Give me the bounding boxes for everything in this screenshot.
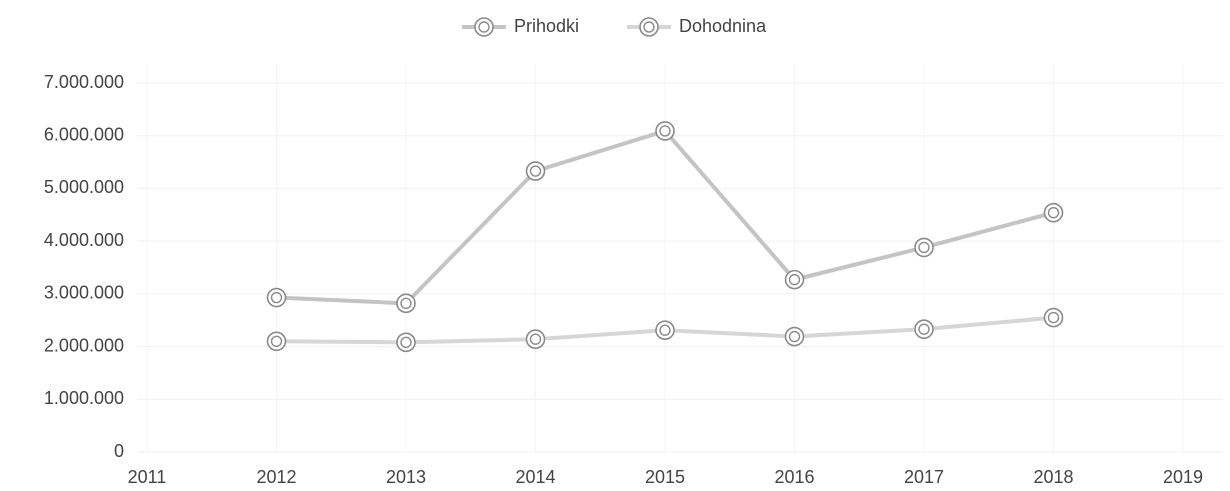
marker-ring — [270, 335, 283, 347]
marker-ring — [788, 273, 801, 286]
marker-ring — [1043, 202, 1064, 223]
x-tick-label: 2016 — [774, 467, 814, 487]
marker-ring — [525, 329, 546, 349]
data-point — [655, 320, 675, 341]
legend-marker — [474, 17, 494, 37]
marker-ring — [784, 269, 805, 290]
x-tick-label: 2013 — [386, 467, 426, 487]
marker-ring — [474, 17, 494, 37]
data-point — [396, 332, 416, 353]
x-tick-label: 2015 — [645, 467, 685, 487]
marker-ring — [529, 165, 542, 177]
y-tick-label: 2.000.000 — [44, 335, 124, 355]
data-point — [1043, 202, 1064, 223]
legend-label: Dohodnina — [679, 16, 767, 36]
marker-ring — [788, 330, 801, 343]
data-point — [266, 287, 287, 308]
marker-ring — [270, 291, 283, 304]
data-point — [784, 269, 805, 290]
data-point — [266, 331, 287, 352]
marker-ring — [266, 331, 287, 352]
marker-ring — [643, 21, 655, 33]
data-point — [655, 121, 675, 141]
marker-ring — [266, 287, 287, 308]
marker-ring — [784, 326, 805, 347]
y-tick-label: 7.000.000 — [44, 72, 124, 92]
marker-ring — [655, 320, 675, 341]
x-tick-label: 2019 — [1163, 467, 1203, 487]
marker-ring — [918, 323, 930, 335]
y-tick-label: 5.000.000 — [44, 177, 124, 197]
y-tick-label: 1.000.000 — [44, 388, 124, 408]
data-point — [1043, 307, 1064, 328]
data-point — [914, 319, 934, 339]
y-tick-label: 4.000.000 — [44, 230, 124, 250]
x-tick-label: 2017 — [904, 467, 944, 487]
marker-ring — [918, 241, 930, 254]
marker-ring — [525, 161, 546, 181]
marker-ring — [1043, 307, 1064, 328]
marker-ring — [914, 319, 934, 339]
marker-ring — [655, 121, 675, 141]
data-point — [914, 237, 934, 258]
x-tick-label: 2014 — [515, 467, 555, 487]
marker-ring — [400, 336, 412, 349]
marker-ring — [478, 21, 490, 33]
marker-ring — [1047, 206, 1060, 219]
y-tick-label: 3.000.000 — [44, 283, 124, 303]
data-point — [525, 329, 546, 349]
legend-marker — [639, 17, 659, 37]
y-tick-label: 0 — [114, 441, 124, 461]
marker-ring — [396, 332, 416, 353]
x-tick-label: 2012 — [256, 467, 296, 487]
x-tick-label: 2018 — [1033, 467, 1073, 487]
marker-ring — [659, 125, 671, 137]
marker-ring — [639, 17, 659, 37]
marker-ring — [529, 333, 542, 345]
marker-ring — [400, 297, 412, 310]
marker-ring — [914, 237, 934, 258]
marker-ring — [396, 293, 416, 314]
y-tick-label: 6.000.000 — [44, 124, 124, 144]
marker-ring — [1047, 311, 1060, 324]
data-point — [784, 326, 805, 347]
x-tick-label: 2011 — [128, 467, 167, 487]
legend-label: Prihodki — [514, 16, 579, 36]
data-point — [396, 293, 416, 314]
data-point — [525, 161, 546, 181]
marker-ring — [659, 324, 671, 336]
